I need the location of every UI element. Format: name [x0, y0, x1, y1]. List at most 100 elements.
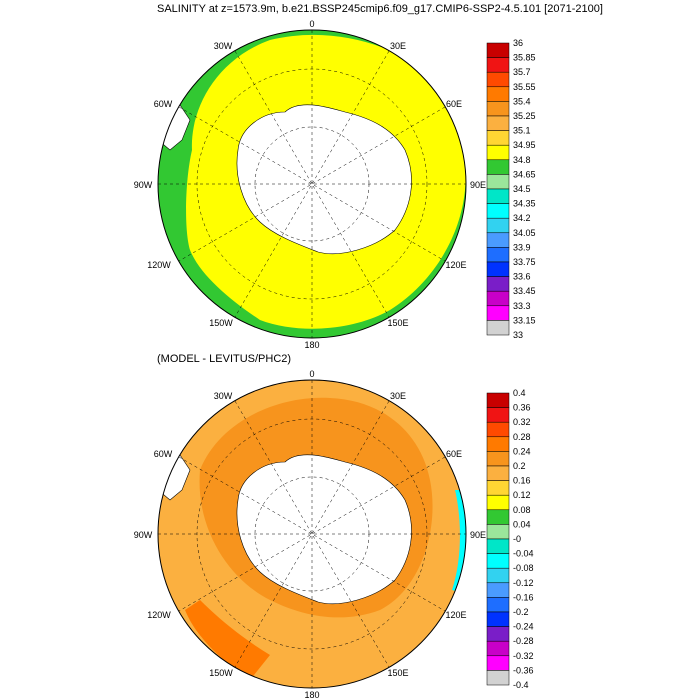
top-colorbar-segment [486, 115, 510, 131]
lon-label-90w: 90W [134, 180, 153, 190]
top-colorbar-segment [486, 276, 510, 292]
bottom-map-panel: 0 30E 60E 90E 120E 150E 180 150W 120W 90… [134, 369, 534, 700]
bottom-colorbar-segment [486, 465, 510, 481]
bottom-colorbar-segment [486, 494, 510, 511]
top-colorbar-label: 35.7 [513, 67, 531, 77]
bottom-colorbar-label: -0 [513, 534, 521, 544]
top-colorbar-label: 34.65 [513, 169, 536, 179]
top-colorbar-segment [486, 188, 510, 204]
top-colorbar-label: 34.95 [513, 140, 536, 150]
lon-label-120w: 120W [147, 610, 171, 620]
lon-label-30e: 30E [390, 391, 406, 401]
top-colorbar-segment [486, 203, 510, 219]
lon-label-90e: 90E [470, 530, 486, 540]
top-colorbar-segment [486, 217, 510, 234]
top-colorbar-segment [486, 320, 510, 336]
bottom-colorbar-segment [486, 582, 510, 598]
top-colorbar-label: 36 [513, 38, 523, 48]
map-boundary [157, 379, 467, 689]
bottom-colorbar-label: -0.4 [513, 680, 529, 690]
top-colorbar-segment [486, 57, 510, 73]
bottom-colorbar: 0.4 0.36 0.32 0.28 0.24 0.2 0.16 0.12 0.08 0.04 -0… [486, 388, 534, 690]
lon-label-120w: 120W [147, 260, 171, 270]
bias-orange-southwest [185, 600, 270, 680]
top-colorbar-segment [486, 247, 510, 263]
bottom-colorbar-label: 0.28 [513, 432, 531, 442]
top-colorbar-label: 35.25 [513, 111, 536, 121]
bottom-colorbar-label: -0.28 [513, 636, 534, 646]
bottom-colorbar-label: 0.24 [513, 446, 531, 456]
bottom-colorbar-segment [486, 509, 510, 525]
lon-label-30w: 30W [214, 391, 233, 401]
bottom-colorbar-label: 0.4 [513, 388, 526, 398]
top-colorbar-label: 33 [513, 330, 523, 340]
top-colorbar-label: 35.85 [513, 53, 536, 63]
bottom-colorbar-label: 0.16 [513, 476, 531, 486]
top-colorbar-label: 33.9 [513, 242, 531, 252]
bottom-colorbar-label: -0.16 [513, 592, 534, 602]
bottom-colorbar-label: -0.32 [513, 651, 534, 661]
bottom-colorbar-label: 0.12 [513, 490, 531, 500]
top-colorbar-label: 33.75 [513, 257, 536, 267]
bias-cyan-east-band [452, 490, 466, 595]
top-colorbar-label: 34.8 [513, 155, 531, 165]
top-colorbar-segment [486, 232, 510, 248]
lon-label-60e: 60E [446, 449, 462, 459]
bottom-colorbar-segment [486, 611, 510, 627]
lon-label-30w: 30W [214, 41, 233, 51]
top-panel-title: SALINITY at z=1573.9m, b.e21.BSSP245cmip… [157, 3, 603, 15]
lon-label-150w: 150W [209, 318, 233, 328]
lon-label-150w: 150W [209, 668, 233, 678]
top-colorbar-label: 33.6 [513, 272, 531, 282]
top-colorbar-segment [486, 290, 510, 307]
bottom-colorbar-segment [486, 567, 510, 584]
top-colorbar-segment [486, 305, 510, 321]
top-colorbar-segment [486, 261, 510, 277]
map-boundary [157, 29, 467, 339]
top-colorbar-segment [486, 174, 510, 190]
lon-label-120e: 120E [445, 260, 466, 270]
top-colorbar-label: 35.4 [513, 96, 531, 106]
bottom-colorbar-segment [486, 626, 510, 642]
top-map-panel: 0 30E 60E 90E 120E 150E 180 150W 120W 90… [134, 19, 536, 350]
bottom-colorbar-segment [486, 451, 510, 467]
top-colorbar: 36 35.85 35.7 35.55 35.4 35.25 35.1 34.95 34.8 34… [486, 38, 536, 340]
lon-label-90w: 90W [134, 530, 153, 540]
bottom-colorbar-segment [486, 597, 510, 613]
bottom-colorbar-label: 0.04 [513, 519, 531, 529]
graticule [158, 380, 466, 688]
bottom-colorbar-segment [486, 655, 510, 671]
lon-label-150e: 150E [387, 318, 408, 328]
bottom-colorbar-segment [486, 407, 510, 423]
top-colorbar-label: 35.1 [513, 126, 531, 136]
bottom-colorbar-segment [486, 480, 510, 496]
top-colorbar-segment [486, 86, 510, 102]
lon-label-90e: 90E [470, 180, 486, 190]
bottom-colorbar-label: 0.08 [513, 505, 531, 515]
bottom-colorbar-segment [486, 524, 510, 540]
bottom-colorbar-label: 0.2 [513, 461, 526, 471]
lon-label-30e: 30E [390, 41, 406, 51]
top-colorbar-label: 33.45 [513, 286, 536, 296]
bottom-colorbar-segment [486, 392, 510, 408]
lon-label-120e: 120E [445, 610, 466, 620]
bottom-colorbar-label: 0.32 [513, 417, 531, 427]
lon-label-60w: 60W [154, 449, 173, 459]
bottom-colorbar-label: 0.36 [513, 403, 531, 413]
bottom-colorbar-label: -0.04 [513, 549, 534, 559]
top-colorbar-label: 34.05 [513, 228, 536, 238]
bottom-colorbar-label: -0.2 [513, 607, 529, 617]
bottom-colorbar-segment [486, 553, 510, 569]
top-colorbar-label: 33.15 [513, 315, 536, 325]
top-colorbar-label: 33.3 [513, 301, 531, 311]
top-colorbar-segment [486, 101, 510, 117]
top-colorbar-segment [486, 130, 510, 146]
top-colorbar-segment [486, 42, 510, 58]
top-colorbar-label: 34.5 [513, 184, 531, 194]
bottom-colorbar-label: -0.36 [513, 665, 534, 675]
bottom-colorbar-label: -0.12 [513, 578, 534, 588]
lon-label-150e: 150E [387, 668, 408, 678]
top-colorbar-label: 35.55 [513, 82, 536, 92]
top-colorbar-label: 34.2 [513, 213, 531, 223]
lon-label-60e: 60E [446, 99, 462, 109]
